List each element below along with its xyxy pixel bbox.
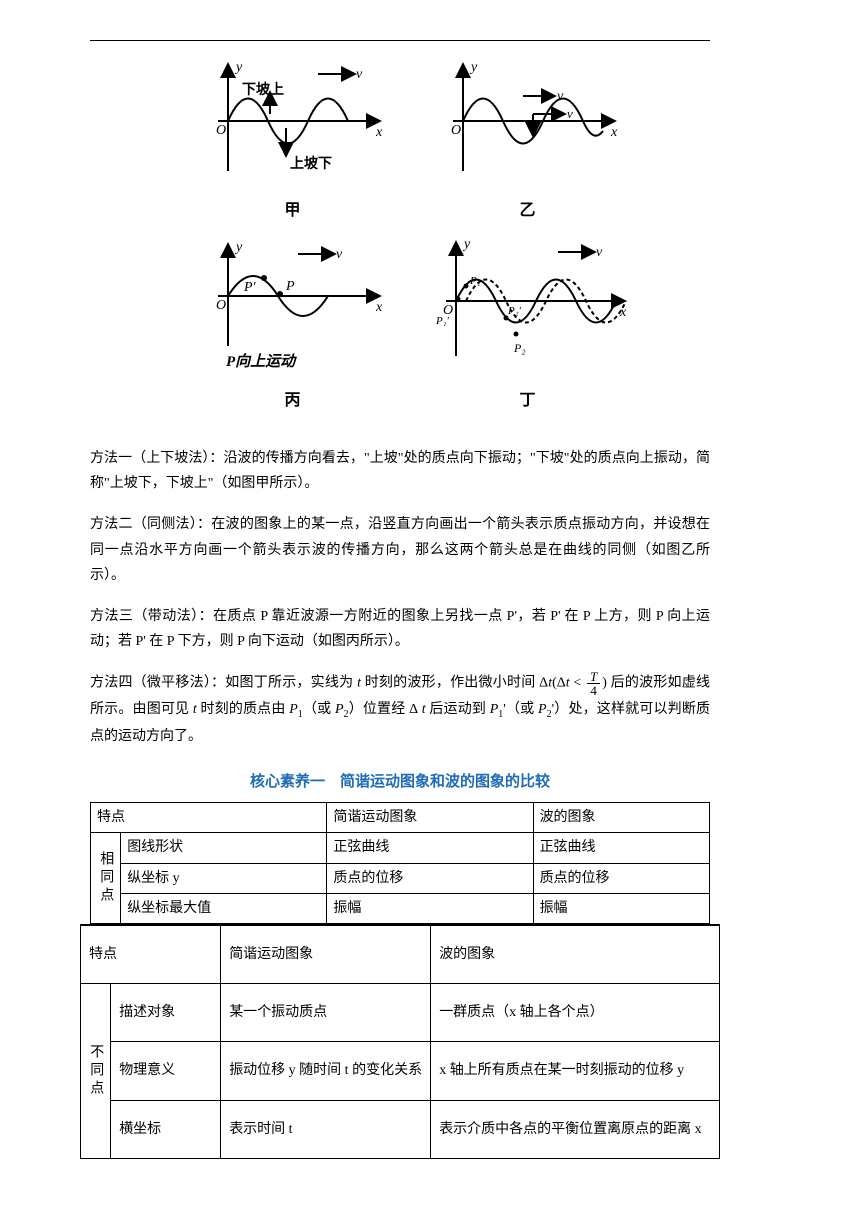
table-header: 特点 bbox=[81, 925, 221, 984]
table-cell: 质点的位移 bbox=[327, 863, 533, 893]
svg-text:x: x bbox=[610, 125, 618, 140]
diagram-yi: y x O v v 乙 bbox=[425, 56, 630, 226]
comparison-table-1: 特点 简谐运动图象 波的图象 相同点 图线形状 正弦曲线 正弦曲线 纵坐标 y … bbox=[90, 802, 710, 924]
svg-text:O: O bbox=[216, 123, 226, 138]
table-cell: 正弦曲线 bbox=[327, 833, 533, 863]
table-cell: 某一个振动质点 bbox=[221, 984, 431, 1042]
table-cell: 一群质点（x 轴上各个点） bbox=[431, 984, 720, 1042]
svg-text:v: v bbox=[596, 245, 603, 260]
table-cell: 描述对象 bbox=[111, 984, 221, 1042]
method-2: 方法二（同侧法）：在波的图象上的某一点，沿竖直方向画出一个箭头表示质点振动方向，… bbox=[90, 512, 710, 588]
svg-text:P′: P′ bbox=[243, 280, 257, 295]
svg-text:O: O bbox=[451, 123, 461, 138]
table-cell: 横坐标 bbox=[111, 1100, 221, 1158]
svg-text:P向上运动: P向上运动 bbox=[226, 353, 297, 370]
svg-text:上坡下: 上坡下 bbox=[290, 155, 332, 172]
table-cell: 纵坐标最大值 bbox=[121, 893, 327, 923]
table-header: 简谐运动图象 bbox=[327, 803, 533, 833]
svg-text:P: P bbox=[285, 279, 295, 294]
svg-text:v: v bbox=[557, 89, 564, 104]
svg-text:y: y bbox=[462, 237, 471, 252]
comparison-table-2: 特点 简谐运动图象 波的图象 不同点 描述对象 某一个振动质点 一群质点（x 轴… bbox=[80, 924, 720, 1159]
wave-icon: y x O v P′ P P向上运动 bbox=[198, 236, 388, 376]
diagram-label: 甲 bbox=[190, 197, 395, 226]
table-row: 不同点 描述对象 某一个振动质点 一群质点（x 轴上各个点） bbox=[81, 984, 720, 1042]
wave-diagrams: y x O v 下坡上 上坡下 甲 y x O v v 乙 bbox=[190, 56, 630, 416]
table-cell: 表示时间 t bbox=[221, 1100, 431, 1158]
table-row: 纵坐标 y 质点的位移 质点的位移 bbox=[91, 863, 710, 893]
svg-text:下坡上: 下坡上 bbox=[242, 81, 284, 98]
diagram-label: 丁 bbox=[425, 387, 630, 416]
table-cell: 正弦曲线 bbox=[533, 833, 709, 863]
wave-icon: y x O v 下坡上 上坡下 bbox=[198, 56, 388, 186]
svg-text:y: y bbox=[234, 60, 243, 75]
table-cell: x 轴上所有质点在某一时刻振动的位移 y bbox=[431, 1042, 720, 1100]
table-header: 特点 bbox=[91, 803, 327, 833]
table-cell: 振动位移 y 随时间 t 的变化关系 bbox=[221, 1042, 431, 1100]
method-1: 方法一（上下坡法）：沿波的传播方向看去，"上坡"处的质点向下振动；"下坡"处的质… bbox=[90, 446, 710, 496]
table-cell: 纵坐标 y bbox=[121, 863, 327, 893]
table-cell: 质点的位移 bbox=[533, 863, 709, 893]
svg-text:x: x bbox=[375, 125, 383, 140]
table-row: 相同点 图线形状 正弦曲线 正弦曲线 bbox=[91, 833, 710, 863]
svg-text:v: v bbox=[567, 106, 573, 121]
diagram-bing: y x O v P′ P P向上运动 丙 bbox=[190, 236, 395, 416]
table-cell: 物理意义 bbox=[111, 1042, 221, 1100]
table-header: 简谐运动图象 bbox=[221, 925, 431, 984]
svg-text:O: O bbox=[216, 298, 226, 313]
table-cell: 振幅 bbox=[533, 893, 709, 923]
svg-text:P₁′: P₁′ bbox=[435, 315, 450, 327]
table-cell: 表示介质中各点的平衡位置离原点的距离 x bbox=[431, 1100, 720, 1158]
table-row: 特点 简谐运动图象 波的图象 bbox=[91, 803, 710, 833]
svg-text:y: y bbox=[234, 240, 243, 255]
diagram-label: 乙 bbox=[425, 197, 630, 226]
svg-text:x: x bbox=[375, 300, 383, 315]
svg-text:P₂′: P₂′ bbox=[507, 305, 522, 317]
method-4: 方法四（微平移法）：如图丁所示，实线为 t 时刻的波形，作出微小时间 Δt(Δt… bbox=[90, 670, 710, 749]
table-row: 横坐标 表示时间 t 表示介质中各点的平衡位置离原点的距离 x bbox=[81, 1100, 720, 1158]
table-header: 波的图象 bbox=[533, 803, 709, 833]
svg-text:P₂: P₂ bbox=[513, 341, 526, 355]
svg-text:y: y bbox=[469, 60, 478, 75]
row-group-label: 相同点 bbox=[91, 833, 121, 924]
table-row: 特点 简谐运动图象 波的图象 bbox=[81, 925, 720, 984]
diagram-label: 丙 bbox=[190, 387, 395, 416]
svg-text:v: v bbox=[356, 67, 363, 82]
wave-icon: y x O v P₁ P₁′ P₂′ P₂ bbox=[428, 236, 628, 376]
table-cell: 图线形状 bbox=[121, 833, 327, 863]
svg-text:P₁: P₁ bbox=[469, 275, 481, 287]
row-group-label: 不同点 bbox=[81, 984, 111, 1159]
section-title: 核心素养一 简谐运动图象和波的图象的比较 bbox=[90, 769, 710, 796]
table-cell: 振幅 bbox=[327, 893, 533, 923]
table-row: 纵坐标最大值 振幅 振幅 bbox=[91, 893, 710, 923]
table-row: 物理意义 振动位移 y 随时间 t 的变化关系 x 轴上所有质点在某一时刻振动的… bbox=[81, 1042, 720, 1100]
svg-text:v: v bbox=[336, 247, 343, 262]
wave-icon: y x O v v bbox=[433, 56, 623, 186]
table-header: 波的图象 bbox=[431, 925, 720, 984]
top-rule bbox=[90, 40, 710, 41]
diagram-jia: y x O v 下坡上 上坡下 甲 bbox=[190, 56, 395, 226]
method-3: 方法三（带动法）：在质点 P 靠近波源一方附近的图象上另找一点 P'，若 P' … bbox=[90, 604, 710, 654]
svg-text:x: x bbox=[619, 305, 627, 320]
diagram-ding: y x O v P₁ P₁′ P₂′ P₂ 丁 bbox=[425, 236, 630, 416]
